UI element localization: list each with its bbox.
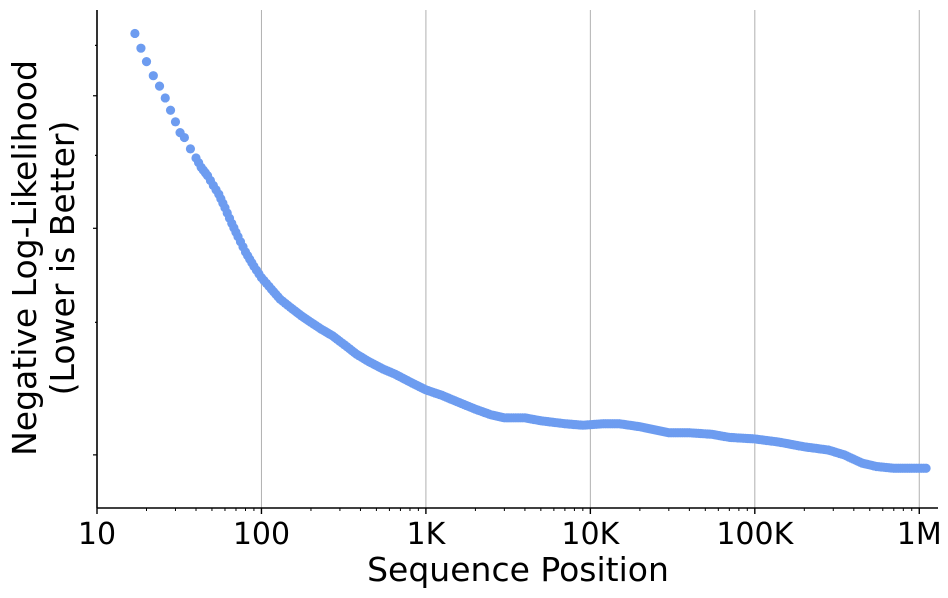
- y-axis-title-line-1: Negative Log-Likelihood: [5, 60, 44, 456]
- data-point: [185, 144, 196, 154]
- x-tick-label: 10K: [561, 517, 620, 552]
- data-point: [160, 93, 170, 103]
- x-axis-title: Sequence Position: [367, 550, 669, 589]
- y-axis-title-line-2: (Lower is Better): [43, 121, 82, 396]
- data-points: [130, 28, 931, 473]
- y-ticks: [93, 44, 97, 456]
- data-point: [148, 71, 158, 81]
- grid-lines: [260, 10, 920, 508]
- data-point: [141, 57, 152, 67]
- data-point: [921, 463, 931, 473]
- y-axis-title: Negative Log-Likelihood (Lower is Better…: [5, 60, 82, 456]
- x-tick-label: 1K: [407, 517, 447, 552]
- data-point: [130, 28, 140, 39]
- x-tick-label: 10: [78, 517, 116, 552]
- data-point: [170, 117, 181, 127]
- x-tick-label: 100K: [716, 517, 794, 552]
- x-tick-label: 100: [233, 517, 290, 552]
- x-ticks: 10 100 1K 10K 100K 1M: [78, 508, 942, 552]
- data-point: [154, 81, 165, 91]
- data-point: [179, 132, 190, 143]
- data-point: [136, 43, 146, 53]
- x-tick-label: 1M: [897, 517, 942, 552]
- data-point: [165, 105, 176, 115]
